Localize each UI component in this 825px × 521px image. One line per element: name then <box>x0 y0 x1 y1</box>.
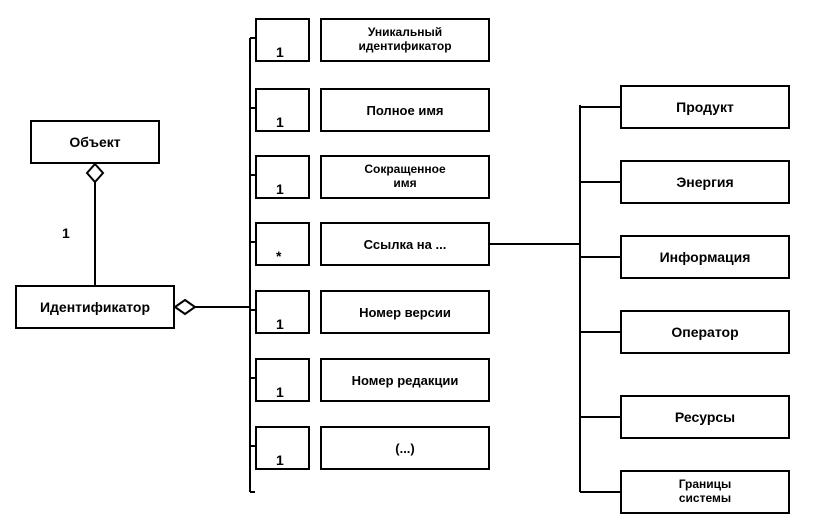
card-value: 1 <box>276 44 284 60</box>
card-cell <box>255 222 310 266</box>
card-value: * <box>276 248 281 264</box>
attr-label: Сокращенное имя <box>364 163 445 191</box>
attr-label: Уникальный идентификатор <box>358 26 451 54</box>
card-value: 1 <box>276 181 284 197</box>
attr-box-fullname: Полное имя <box>320 88 490 132</box>
attr-box-version: Номер версии <box>320 290 490 334</box>
object-box: Объект <box>30 120 160 164</box>
ref-label: Оператор <box>671 324 738 340</box>
attr-box-revision: Номер редакции <box>320 358 490 402</box>
diagram-stage: Объект Идентификатор 1 1 Уникальный иден… <box>0 0 825 521</box>
object-label: Объект <box>69 134 120 150</box>
attr-label: Полное имя <box>366 103 443 118</box>
card-value: 1 <box>276 114 284 130</box>
ref-box-info: Информация <box>620 235 790 279</box>
ref-label: Границы системы <box>679 478 732 506</box>
attr-label: (...) <box>395 441 415 456</box>
ref-box-boundaries: Границы системы <box>620 470 790 514</box>
ref-label: Продукт <box>676 99 734 115</box>
attr-box-uid: Уникальный идентификатор <box>320 18 490 62</box>
ref-label: Энергия <box>676 174 733 190</box>
ref-box-resources: Ресурсы <box>620 395 790 439</box>
attr-box-ref: Ссылка на ... <box>320 222 490 266</box>
card-value: 1 <box>276 316 284 332</box>
attr-label: Номер версии <box>359 305 451 320</box>
card-value: 1 <box>276 452 284 468</box>
ref-box-energy: Энергия <box>620 160 790 204</box>
left-cardinality: 1 <box>62 225 70 241</box>
attr-label: Номер редакции <box>352 373 459 388</box>
ref-label: Ресурсы <box>675 409 735 425</box>
left-cardinality-text: 1 <box>62 225 70 241</box>
card-value: 1 <box>276 384 284 400</box>
attr-box-shortname: Сокращенное имя <box>320 155 490 199</box>
ref-box-operator: Оператор <box>620 310 790 354</box>
attr-label: Ссылка на ... <box>364 237 447 252</box>
identifier-box: Идентификатор <box>15 285 175 329</box>
identifier-label: Идентификатор <box>40 299 150 315</box>
ref-box-product: Продукт <box>620 85 790 129</box>
ref-label: Информация <box>660 249 751 265</box>
attr-box-more: (...) <box>320 426 490 470</box>
